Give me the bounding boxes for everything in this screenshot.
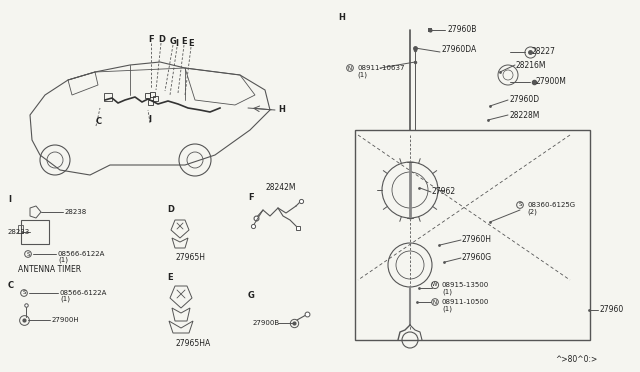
Text: 27965H: 27965H xyxy=(175,253,205,263)
Text: N: N xyxy=(348,65,352,71)
Text: E: E xyxy=(188,39,194,48)
Text: 27900M: 27900M xyxy=(536,77,567,87)
Text: ^>80^0:>: ^>80^0:> xyxy=(555,356,597,365)
Text: 08566-6122A: 08566-6122A xyxy=(60,290,108,296)
Text: 08915-13500: 08915-13500 xyxy=(442,282,489,288)
Text: F: F xyxy=(248,193,253,202)
Bar xyxy=(148,100,153,105)
Text: (1): (1) xyxy=(357,72,367,78)
Text: 27900H: 27900H xyxy=(52,317,79,323)
Bar xyxy=(21,220,49,244)
Text: 28216M: 28216M xyxy=(516,61,547,70)
Text: E: E xyxy=(167,273,173,282)
Text: (1): (1) xyxy=(60,296,70,302)
Bar xyxy=(150,92,155,97)
Text: ANTENNA TIMER: ANTENNA TIMER xyxy=(18,266,81,275)
Text: N: N xyxy=(433,299,437,305)
Text: D: D xyxy=(158,35,165,45)
Text: 27900B: 27900B xyxy=(253,320,280,326)
Bar xyxy=(104,93,112,101)
Text: I: I xyxy=(175,39,178,48)
Text: S: S xyxy=(22,291,26,295)
Text: 08360-6125G: 08360-6125G xyxy=(527,202,575,208)
Text: G: G xyxy=(170,38,177,46)
Text: (2): (2) xyxy=(527,209,537,215)
Text: 27965HA: 27965HA xyxy=(175,339,211,347)
Text: (1): (1) xyxy=(58,257,68,263)
Text: C: C xyxy=(8,280,14,289)
Text: H: H xyxy=(338,13,345,22)
Text: 28233: 28233 xyxy=(8,229,30,235)
Text: (1): (1) xyxy=(442,289,452,295)
Text: 27960B: 27960B xyxy=(447,26,476,35)
Text: 27962: 27962 xyxy=(432,187,456,196)
Bar xyxy=(18,225,23,233)
Text: 08911-10500: 08911-10500 xyxy=(442,299,490,305)
Text: C: C xyxy=(96,118,102,126)
Text: 28238: 28238 xyxy=(65,209,87,215)
Bar xyxy=(145,93,150,98)
Text: H: H xyxy=(278,106,285,115)
Text: 27960G: 27960G xyxy=(462,253,492,263)
Text: F: F xyxy=(148,35,154,45)
Text: 27960H: 27960H xyxy=(462,235,492,244)
Text: 28227: 28227 xyxy=(532,48,556,57)
Text: 28228M: 28228M xyxy=(510,110,540,119)
Text: D: D xyxy=(167,205,174,215)
Text: 28242M: 28242M xyxy=(266,183,296,192)
Text: 27960DA: 27960DA xyxy=(442,45,477,55)
Text: 08911-10637: 08911-10637 xyxy=(357,65,404,71)
Text: I: I xyxy=(8,196,11,205)
Text: S: S xyxy=(26,251,29,257)
Text: 08566-6122A: 08566-6122A xyxy=(58,251,106,257)
Text: S: S xyxy=(518,202,522,208)
Text: I: I xyxy=(148,115,151,125)
Text: 27960: 27960 xyxy=(600,305,624,314)
Bar xyxy=(153,96,158,101)
Text: E: E xyxy=(181,38,187,46)
Text: (1): (1) xyxy=(442,306,452,312)
Text: G: G xyxy=(248,291,255,299)
Text: W: W xyxy=(432,282,438,288)
Bar xyxy=(355,130,590,340)
Text: 27960D: 27960D xyxy=(510,96,540,105)
